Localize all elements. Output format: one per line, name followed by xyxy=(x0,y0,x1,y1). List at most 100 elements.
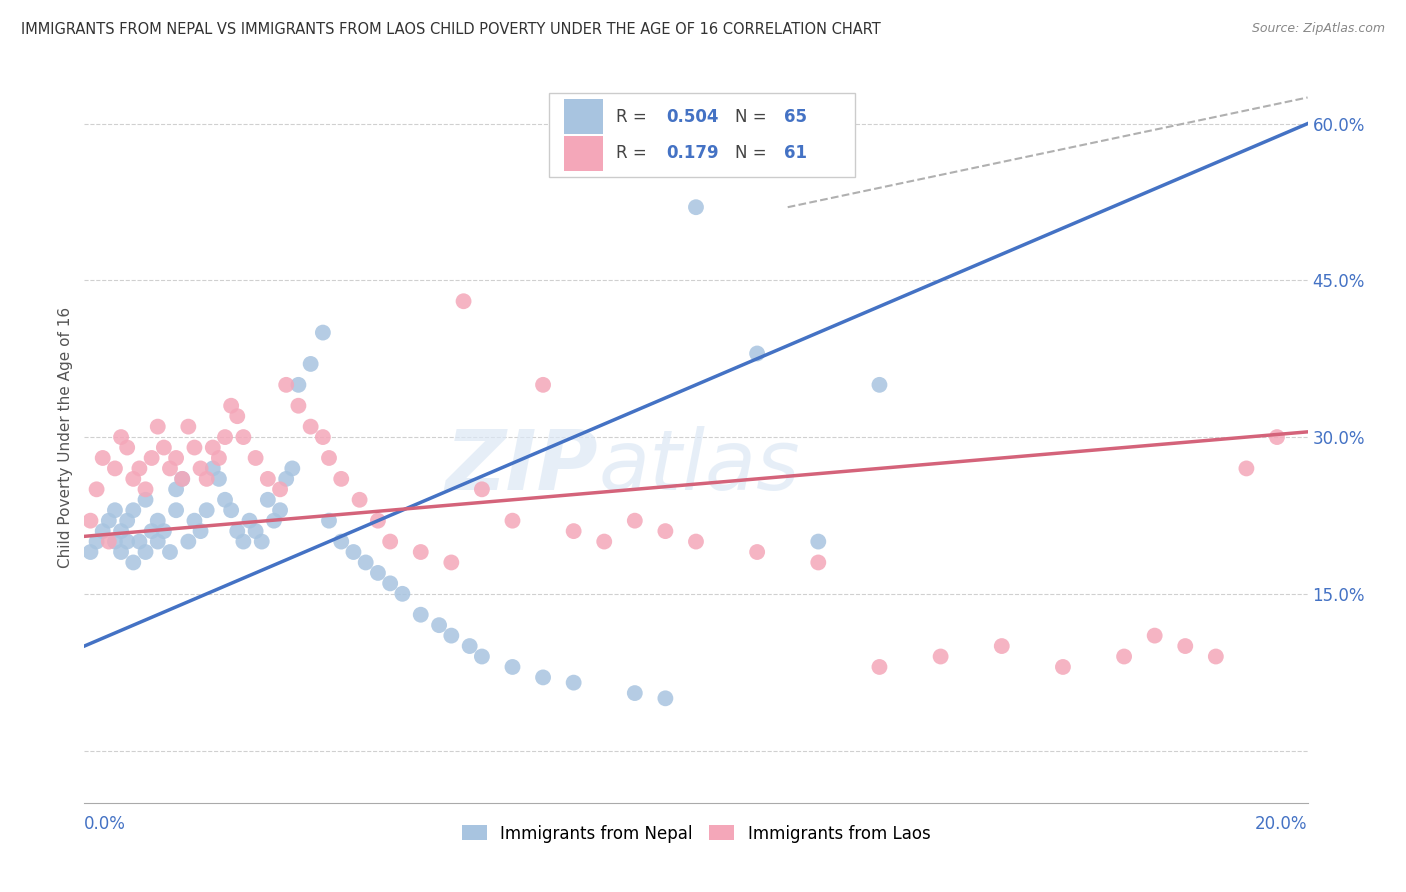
Point xyxy=(1236,461,1258,475)
Point xyxy=(624,686,647,700)
Point xyxy=(141,524,163,538)
Point xyxy=(115,534,138,549)
Point xyxy=(685,534,707,549)
Point xyxy=(238,514,260,528)
Point xyxy=(159,545,181,559)
Point xyxy=(367,566,389,580)
Point xyxy=(1143,629,1166,643)
Point xyxy=(232,430,254,444)
Point xyxy=(110,524,132,538)
Point xyxy=(226,524,249,538)
Point xyxy=(281,461,304,475)
FancyBboxPatch shape xyxy=(564,136,603,171)
Point xyxy=(318,514,340,528)
Point xyxy=(79,545,101,559)
Point xyxy=(1114,649,1136,664)
Point xyxy=(165,483,187,497)
Point xyxy=(257,492,280,507)
Point xyxy=(195,472,218,486)
Point xyxy=(110,430,132,444)
Point xyxy=(869,377,891,392)
Point xyxy=(440,556,463,570)
Point xyxy=(1205,649,1227,664)
Point xyxy=(312,430,335,444)
Point xyxy=(453,294,475,309)
Point xyxy=(1265,430,1288,444)
Point xyxy=(79,514,101,528)
Point xyxy=(214,492,236,507)
Point xyxy=(122,472,145,486)
Text: 20.0%: 20.0% xyxy=(1256,815,1308,833)
Point xyxy=(330,534,353,549)
Point xyxy=(86,534,108,549)
Point xyxy=(929,649,952,664)
Point xyxy=(122,503,145,517)
Point xyxy=(245,450,267,465)
Point xyxy=(747,545,769,559)
Point xyxy=(367,514,389,528)
Point xyxy=(208,450,231,465)
Point xyxy=(269,503,291,517)
Point xyxy=(135,545,157,559)
Point xyxy=(232,534,254,549)
Point xyxy=(287,399,309,413)
Point xyxy=(807,534,830,549)
Point xyxy=(208,472,231,486)
Point xyxy=(287,377,309,392)
Point xyxy=(531,670,554,684)
Text: ZIP: ZIP xyxy=(446,425,598,507)
Text: 0.179: 0.179 xyxy=(666,145,720,162)
Point xyxy=(159,461,181,475)
Point xyxy=(141,450,163,465)
Point xyxy=(146,534,169,549)
Point xyxy=(263,514,285,528)
Text: 65: 65 xyxy=(785,108,807,126)
Point xyxy=(183,441,205,455)
Point xyxy=(330,472,353,486)
Point xyxy=(299,357,322,371)
Point xyxy=(110,545,132,559)
Point xyxy=(380,576,402,591)
Point xyxy=(685,200,707,214)
Point xyxy=(257,472,280,486)
Point xyxy=(165,450,187,465)
Point xyxy=(276,377,298,392)
Point xyxy=(349,492,371,507)
Point xyxy=(165,503,187,517)
Point xyxy=(1052,660,1074,674)
Point xyxy=(177,419,200,434)
Point xyxy=(104,503,127,517)
Point xyxy=(146,514,169,528)
Point xyxy=(115,441,138,455)
Point xyxy=(869,660,891,674)
Text: R =: R = xyxy=(616,108,652,126)
Point xyxy=(1174,639,1197,653)
Point xyxy=(146,419,169,434)
Point xyxy=(195,503,218,517)
Point xyxy=(318,450,340,465)
Point xyxy=(531,377,554,392)
Point xyxy=(172,472,194,486)
Point xyxy=(342,545,364,559)
Text: R =: R = xyxy=(616,145,652,162)
Point xyxy=(471,483,494,497)
Point xyxy=(219,503,242,517)
Point xyxy=(654,524,676,538)
Point xyxy=(91,450,114,465)
Point xyxy=(440,629,463,643)
Point xyxy=(276,472,298,486)
Point xyxy=(502,660,524,674)
Point xyxy=(299,419,322,434)
Point xyxy=(104,461,127,475)
Point xyxy=(991,639,1014,653)
Text: N =: N = xyxy=(735,145,772,162)
Point xyxy=(391,587,413,601)
Point xyxy=(562,524,585,538)
Text: Source: ZipAtlas.com: Source: ZipAtlas.com xyxy=(1251,22,1385,36)
Point xyxy=(97,534,120,549)
Point xyxy=(250,534,273,549)
Point xyxy=(245,524,267,538)
Point xyxy=(214,430,236,444)
Point xyxy=(190,524,212,538)
Text: 0.504: 0.504 xyxy=(666,108,718,126)
